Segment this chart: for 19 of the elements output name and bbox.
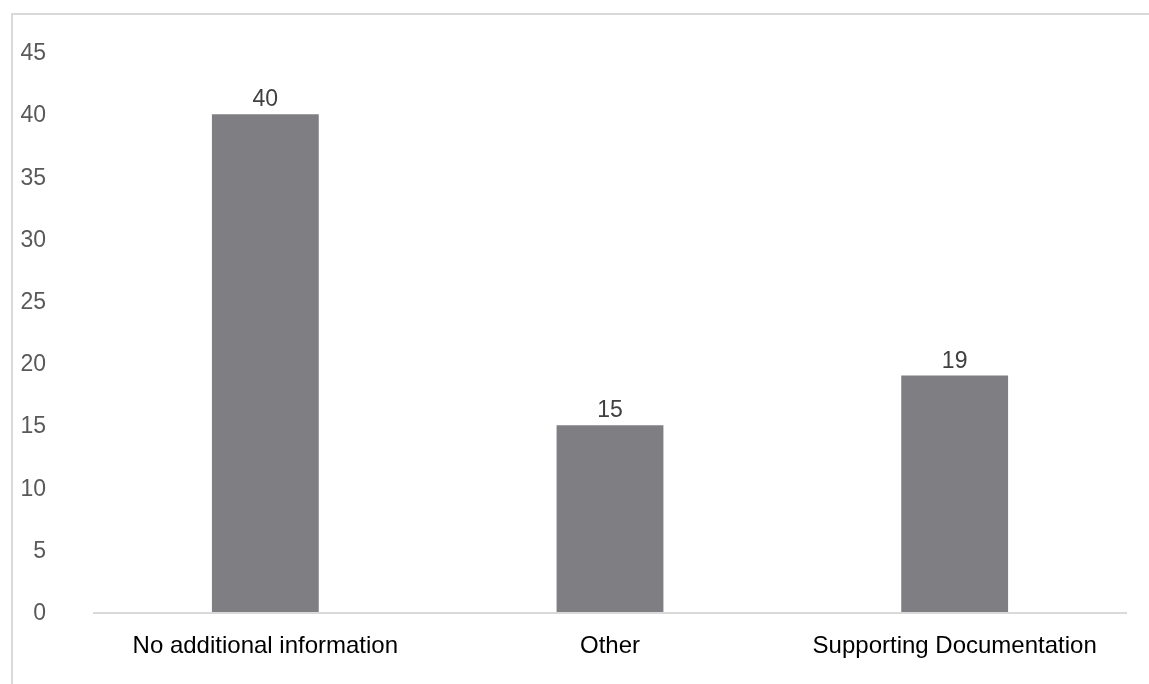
y-tick-label: 0 [33,599,46,626]
y-tick-label: 30 [20,225,46,252]
bar [901,375,1009,612]
data-label: 40 [252,85,279,112]
y-tick-label: 45 [20,39,46,66]
x-tick-label: No additional information [132,630,399,658]
x-tick-label: Other [579,630,641,658]
y-tick-label: 10 [20,474,46,501]
bar [556,425,664,612]
y-tick-label: 40 [20,101,46,128]
bar [211,114,319,612]
y-tick-label: 35 [20,163,46,190]
y-tick-label: 5 [33,536,46,563]
y-tick-label: 15 [20,412,46,439]
data-label: 15 [597,396,623,423]
data-label: 19 [941,346,968,373]
y-tick-label: 20 [20,350,46,377]
x-tick-label: Supporting Documentation [812,630,1097,658]
y-tick-label: 25 [20,287,46,314]
